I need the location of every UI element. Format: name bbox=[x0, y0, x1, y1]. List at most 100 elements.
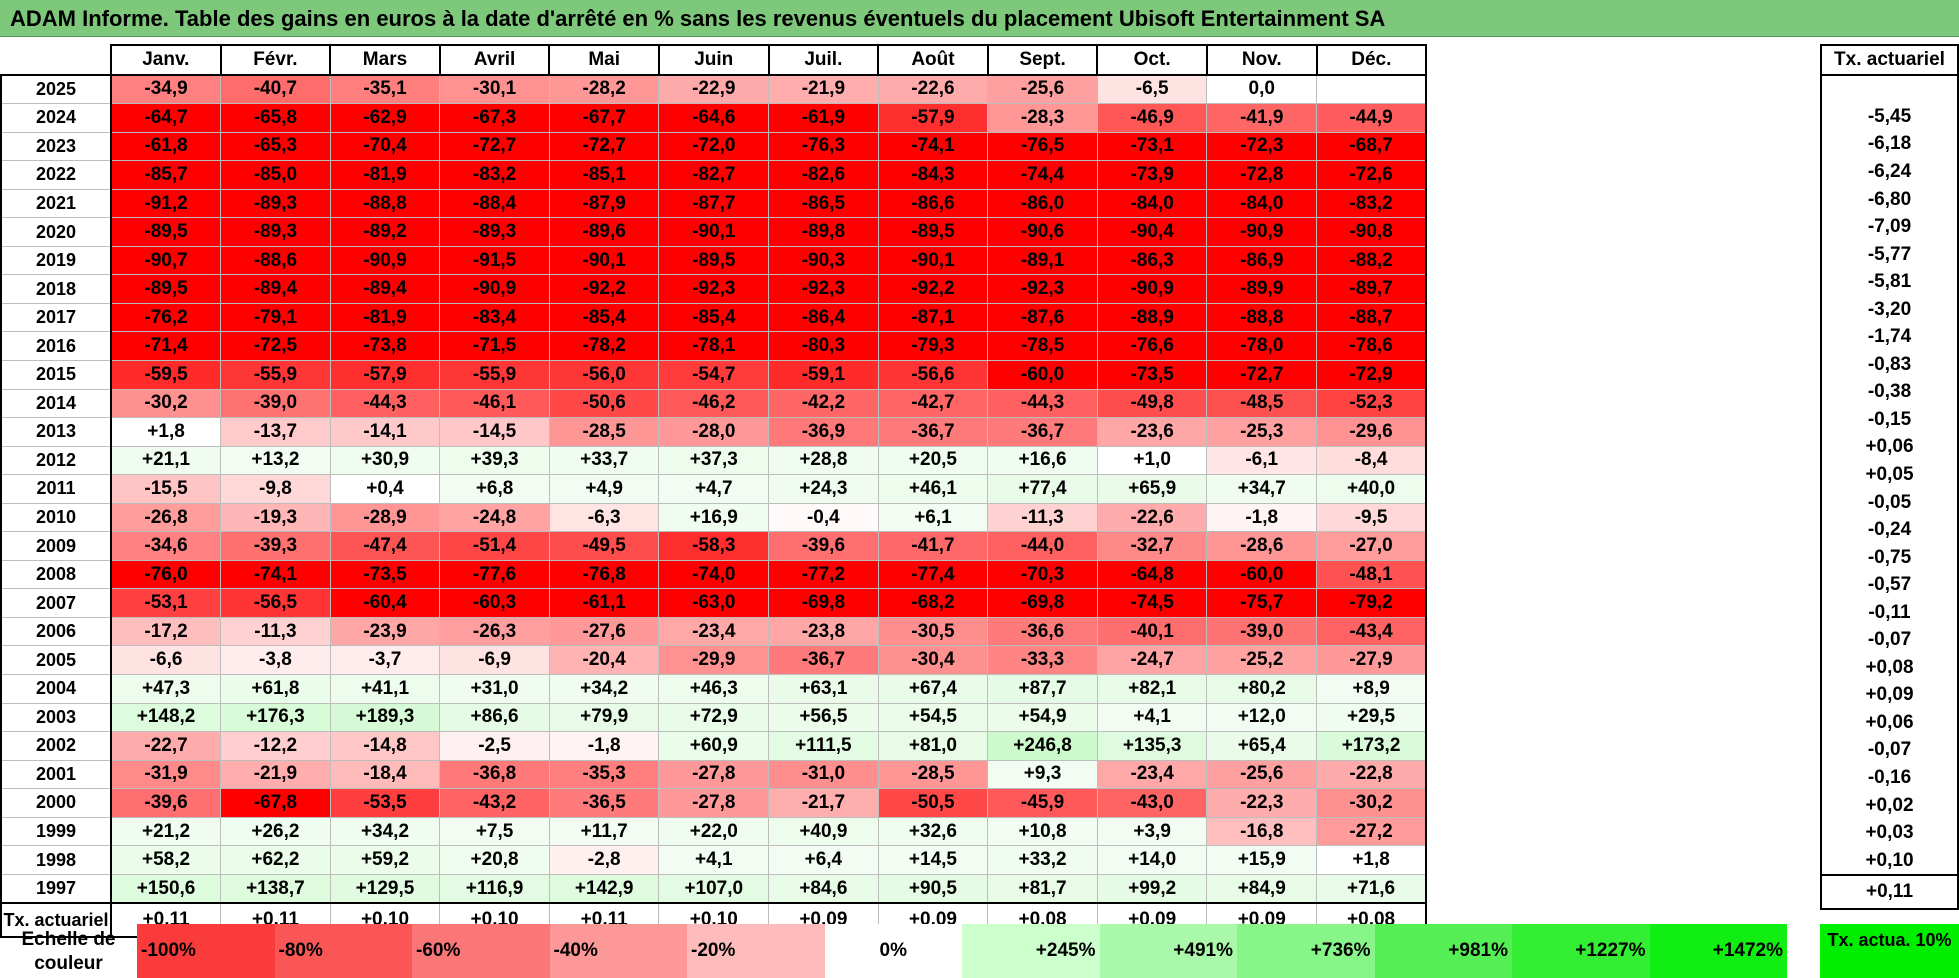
gain-cell: -58,3 bbox=[658, 531, 770, 561]
year-cell: 2009 bbox=[0, 531, 112, 561]
gain-cell: -69,8 bbox=[987, 588, 1098, 618]
gain-cell: +1,8 bbox=[110, 417, 222, 447]
gain-cell: -78,1 bbox=[658, 331, 770, 362]
table-row: 2024 -64,7 -65,8 -62,9 -67,3 -67,7 -64,6 -61,9-… bbox=[0, 103, 1428, 133]
gain-cell: -39,6 bbox=[768, 531, 879, 561]
gain-cell: -73,1 bbox=[1096, 131, 1208, 162]
gain-cell: +54,9 bbox=[987, 702, 1098, 733]
gain-cell: -70,4 bbox=[329, 131, 441, 162]
gain-cell: -86,6 bbox=[877, 188, 989, 219]
month-header: Nov. bbox=[1205, 44, 1318, 76]
gain-cell: -72,7 bbox=[1206, 360, 1318, 390]
gain-cell: -14,5 bbox=[439, 417, 550, 447]
actuarial-rate-cell: +0,10 bbox=[1820, 846, 1959, 876]
actuarial-rate-cell: -1,74 bbox=[1820, 323, 1959, 352]
gain-cell: +54,5 bbox=[877, 702, 989, 733]
gain-cell: -46,1 bbox=[439, 388, 550, 419]
gain-cell: -16,8 bbox=[1206, 816, 1318, 847]
gain-cell: +90,5 bbox=[877, 873, 989, 904]
color-scale-label: Echelle de couleur bbox=[21, 929, 116, 974]
year-cell: 2005 bbox=[0, 645, 112, 676]
gain-cell: -46,2 bbox=[658, 388, 770, 419]
table-row: 2025 -34,9 -40,7 -35,1 -30,1 -28,2 -22,9 -21,9-… bbox=[0, 74, 1428, 105]
gain-cell: -11,3 bbox=[987, 502, 1098, 533]
actuarial-rate-cell: +0,06 bbox=[1820, 709, 1959, 737]
year-cell: 2018 bbox=[0, 274, 112, 304]
gain-cell: -88,7 bbox=[1316, 302, 1428, 333]
gain-cell: -72,6 bbox=[1316, 160, 1428, 190]
gain-cell: +176,3 bbox=[220, 702, 331, 733]
gain-cell: -84,3 bbox=[877, 160, 989, 190]
gain-cell: -26,3 bbox=[439, 616, 550, 647]
gain-cell: +60,9 bbox=[658, 731, 770, 761]
gain-cell: +4,1 bbox=[1096, 702, 1208, 733]
gain-cell: +6,4 bbox=[768, 845, 879, 875]
gain-cell: -39,0 bbox=[220, 388, 331, 419]
year-cell: 2008 bbox=[0, 559, 112, 590]
gain-cell: -27,2 bbox=[1316, 816, 1428, 847]
gain-cell: -35,3 bbox=[548, 759, 660, 790]
gain-cell: -73,8 bbox=[329, 331, 441, 362]
gain-cell: -60,3 bbox=[439, 588, 550, 618]
gain-cell: -74,4 bbox=[987, 160, 1098, 190]
gain-cell: -84,0 bbox=[1096, 188, 1208, 219]
gain-cell: -27,9 bbox=[1316, 645, 1428, 676]
gain-cell: +4,7 bbox=[658, 474, 770, 504]
gain-cell: +67,4 bbox=[877, 674, 989, 704]
gain-cell: -87,6 bbox=[987, 302, 1098, 333]
gain-cell: -92,2 bbox=[548, 274, 660, 304]
gain-cell: -76,8 bbox=[548, 559, 660, 590]
gain-cell: -86,3 bbox=[1096, 245, 1208, 276]
gain-cell: +10,8 bbox=[987, 816, 1098, 847]
table-row: 2003 +148,2 +176,3 +189,3 +86,6 +79,9 +72,9 +56… bbox=[0, 702, 1428, 733]
gain-cell: -65,3 bbox=[220, 131, 331, 162]
actuarial-rate-cell: -5,45 bbox=[1820, 103, 1959, 131]
gain-cell: -74,5 bbox=[1096, 588, 1208, 618]
gain-cell: +99,2 bbox=[1096, 873, 1208, 904]
gain-cell: +84,6 bbox=[768, 873, 879, 904]
gain-cell: -27,6 bbox=[548, 616, 660, 647]
gain-cell: +34,2 bbox=[548, 674, 660, 704]
footer-actuarial-cell: +0,11 bbox=[1820, 874, 1959, 911]
gain-cell: -65,8 bbox=[220, 103, 331, 133]
actuarial-rate-cell: +0,06 bbox=[1820, 433, 1959, 462]
gain-cell: -29,6 bbox=[1316, 417, 1428, 447]
gain-cell: +81,7 bbox=[987, 873, 1098, 904]
gain-cell: +4,1 bbox=[658, 845, 770, 875]
gain-cell: -23,6 bbox=[1096, 417, 1208, 447]
scale-swatch: +1472% bbox=[1649, 924, 1787, 978]
year-cell: 2012 bbox=[0, 445, 112, 476]
gain-cell: -68,2 bbox=[877, 588, 989, 618]
gain-cell: +116,9 bbox=[439, 873, 550, 904]
gain-cell: -77,4 bbox=[877, 559, 989, 590]
gain-cell: -89,3 bbox=[220, 217, 331, 247]
year-cell: 2000 bbox=[0, 788, 112, 818]
year-cell: 2024 bbox=[0, 103, 112, 133]
gain-cell: +39,3 bbox=[439, 445, 550, 476]
gain-cell: +65,9 bbox=[1096, 474, 1208, 504]
gain-cell: +129,5 bbox=[329, 873, 441, 904]
scale-swatch: +491% bbox=[1099, 924, 1237, 978]
gain-cell: +12,0 bbox=[1206, 702, 1318, 733]
gain-cell: -90,1 bbox=[658, 217, 770, 247]
year-cell: 2006 bbox=[0, 616, 112, 647]
gain-cell: -87,1 bbox=[877, 302, 989, 333]
gain-cell: +41,1 bbox=[329, 674, 441, 704]
gain-cell: -59,5 bbox=[110, 360, 222, 390]
gain-cell: -90,1 bbox=[877, 245, 989, 276]
gain-cell: -34,6 bbox=[110, 531, 222, 561]
table-row: 2004 +47,3 +61,8 +41,1 +31,0 +34,2 +46,3 +63,1 +… bbox=[0, 674, 1428, 704]
gain-cell: -60,0 bbox=[987, 360, 1098, 390]
gain-cell: -2,5 bbox=[439, 731, 550, 761]
gain-cell: -88,2 bbox=[1316, 245, 1428, 276]
gain-cell: +16,9 bbox=[658, 502, 770, 533]
gain-cell: +3,9 bbox=[1096, 816, 1208, 847]
gain-cell: -87,7 bbox=[658, 188, 770, 219]
gain-cell: -6,3 bbox=[548, 502, 660, 533]
gain-cell: -21,9 bbox=[768, 74, 879, 105]
year-cell: 2016 bbox=[0, 331, 112, 362]
gain-cell: +29,5 bbox=[1316, 702, 1428, 733]
gain-cell: +40,9 bbox=[768, 816, 879, 847]
gain-cell: -12,2 bbox=[220, 731, 331, 761]
gain-cell: -72,3 bbox=[1206, 131, 1318, 162]
